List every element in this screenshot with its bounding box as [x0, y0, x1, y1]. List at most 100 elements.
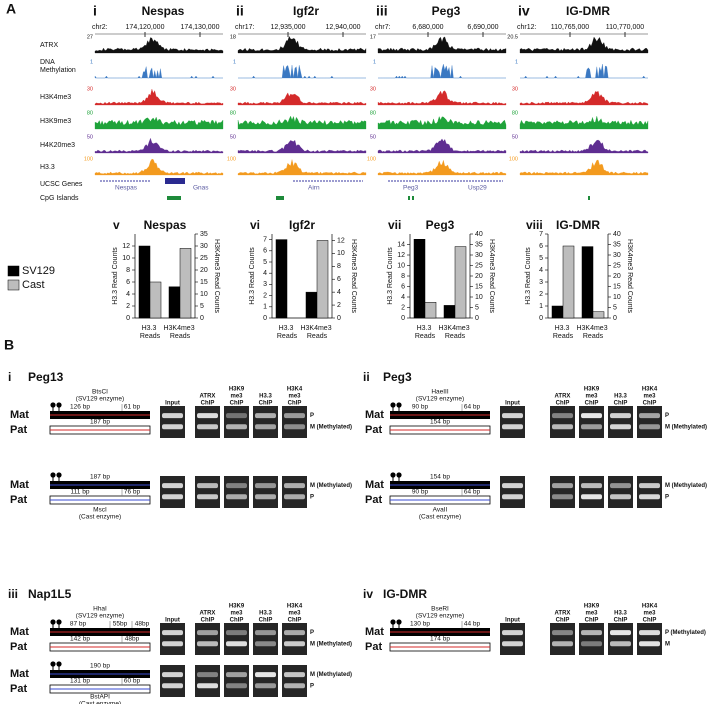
- track-signal: [237, 36, 367, 54]
- panel-label: A: [6, 1, 16, 17]
- y2-tick-label: 25: [613, 262, 621, 269]
- x-tick-label: H3.3 Reads: [553, 325, 574, 340]
- y2-tick-label: 40: [475, 231, 483, 238]
- methyl-site: [56, 472, 62, 478]
- lane-header: ChIP: [259, 401, 273, 407]
- y-tick-label: 4: [126, 291, 130, 298]
- methyl-site: [56, 402, 62, 408]
- gel-lane: [253, 406, 278, 438]
- fragment-size: 187 bp: [90, 419, 110, 426]
- track-scale: 30: [87, 86, 93, 92]
- locus-numeral: i: [93, 3, 97, 19]
- locus-numeral: iii: [376, 3, 388, 19]
- y2-tick-label: 6: [337, 276, 341, 283]
- track-signal: [377, 116, 507, 130]
- gel-lane: [195, 476, 220, 508]
- band-label: P: [310, 494, 314, 500]
- gel-band: [552, 630, 573, 636]
- y2-axis-label: H3K4me3 Read Counts: [626, 239, 633, 313]
- lane-header: H3.3: [259, 611, 272, 617]
- gel-band: [610, 424, 631, 430]
- gel-lane: [550, 406, 575, 438]
- methyl-site: [50, 472, 56, 478]
- lane-header: ChIP: [614, 401, 628, 407]
- gene-name: Usp29: [468, 185, 487, 192]
- coordinate: 110,765,000: [551, 24, 590, 31]
- y2-tick-label: 0: [475, 315, 479, 322]
- lane-header: H3K9: [229, 604, 245, 610]
- gel-band: [226, 683, 247, 689]
- y-tick-label: 12: [122, 243, 130, 250]
- enzyme-label: BseRI: [431, 606, 449, 613]
- gel-band: [162, 630, 183, 636]
- lane-header: H3K4: [642, 387, 658, 393]
- y2-axis-label: H3K4me3 Read Counts: [488, 239, 495, 313]
- x-tick-label: H3K4me3 Reads: [300, 325, 333, 340]
- gel-band: [162, 672, 183, 678]
- gel-band: [581, 413, 602, 419]
- allele-label: Pat: [10, 424, 27, 436]
- fragment-size: 187 bp: [90, 474, 110, 481]
- gel-band: [502, 424, 523, 430]
- legend-label: SV129: [22, 265, 55, 277]
- bar: [305, 291, 318, 319]
- track-signal: [520, 64, 648, 79]
- methyl-site: [50, 402, 56, 408]
- enzyme-label: BstAPI: [90, 694, 110, 701]
- fragment-size: 174 bp: [430, 636, 450, 643]
- track-scale: 80: [512, 110, 518, 116]
- gel-band: [610, 641, 631, 647]
- fragment-size: 55bp: [113, 621, 128, 628]
- y2-tick-label: 0: [337, 315, 341, 322]
- y2-tick-label: 10: [337, 250, 345, 257]
- gel-band: [610, 413, 631, 419]
- bar: [592, 311, 605, 319]
- gene-name: Nespas: [115, 185, 138, 192]
- y-axis-label: H3.3 Read Counts: [112, 247, 119, 305]
- y-axis-label: H3.3 Read Counts: [387, 247, 394, 305]
- track-scale: 50: [370, 134, 376, 140]
- lane-header: ChIP: [643, 401, 657, 407]
- lane-header: H3.3: [259, 394, 272, 400]
- gel-band: [639, 494, 660, 500]
- enzyme-label: (Cast enzyme): [419, 514, 461, 521]
- gel-band: [162, 424, 183, 430]
- gel-band: [552, 494, 573, 500]
- band-label: P (Methylated): [665, 630, 706, 636]
- allele-label: Mat: [365, 626, 384, 638]
- lane-header: ChIP: [643, 618, 657, 624]
- gel-band: [226, 413, 247, 419]
- gel-lane: [637, 623, 662, 655]
- gel-lane: [282, 623, 307, 655]
- gel-band: [255, 494, 276, 500]
- gel-band: [502, 413, 523, 419]
- track-signal: [377, 138, 507, 154]
- locus-name: Peg3: [432, 4, 461, 18]
- fragment-size: 76 bp: [124, 489, 141, 496]
- bar: [168, 286, 181, 319]
- gel-band: [255, 683, 276, 689]
- fragment-size: 87 bp: [70, 621, 87, 628]
- lane-header: H3K4: [287, 387, 303, 393]
- gel-lane: [579, 476, 604, 508]
- band-label: P: [310, 683, 314, 689]
- gel-band: [197, 683, 218, 689]
- y-tick-label: 6: [539, 243, 543, 250]
- y2-tick-label: 30: [613, 252, 621, 259]
- band-label: M (Methylated): [310, 483, 352, 489]
- band-label: M (Methylated): [665, 483, 707, 489]
- cpg-island: [167, 196, 181, 200]
- gel-band: [226, 672, 247, 678]
- band-label: M: [665, 641, 670, 647]
- lane-header: Input: [165, 618, 180, 624]
- gel-band: [581, 630, 602, 636]
- track-scale: 30: [370, 86, 376, 92]
- gel-lane: [160, 623, 185, 655]
- y-tick-label: 14: [397, 241, 405, 248]
- y-tick-label: 0: [263, 315, 267, 322]
- track-scale: 80: [87, 110, 93, 116]
- gel-band: [255, 413, 276, 419]
- gel-band: [255, 630, 276, 636]
- track-label: H3.3: [40, 164, 55, 171]
- gel-band: [284, 483, 305, 489]
